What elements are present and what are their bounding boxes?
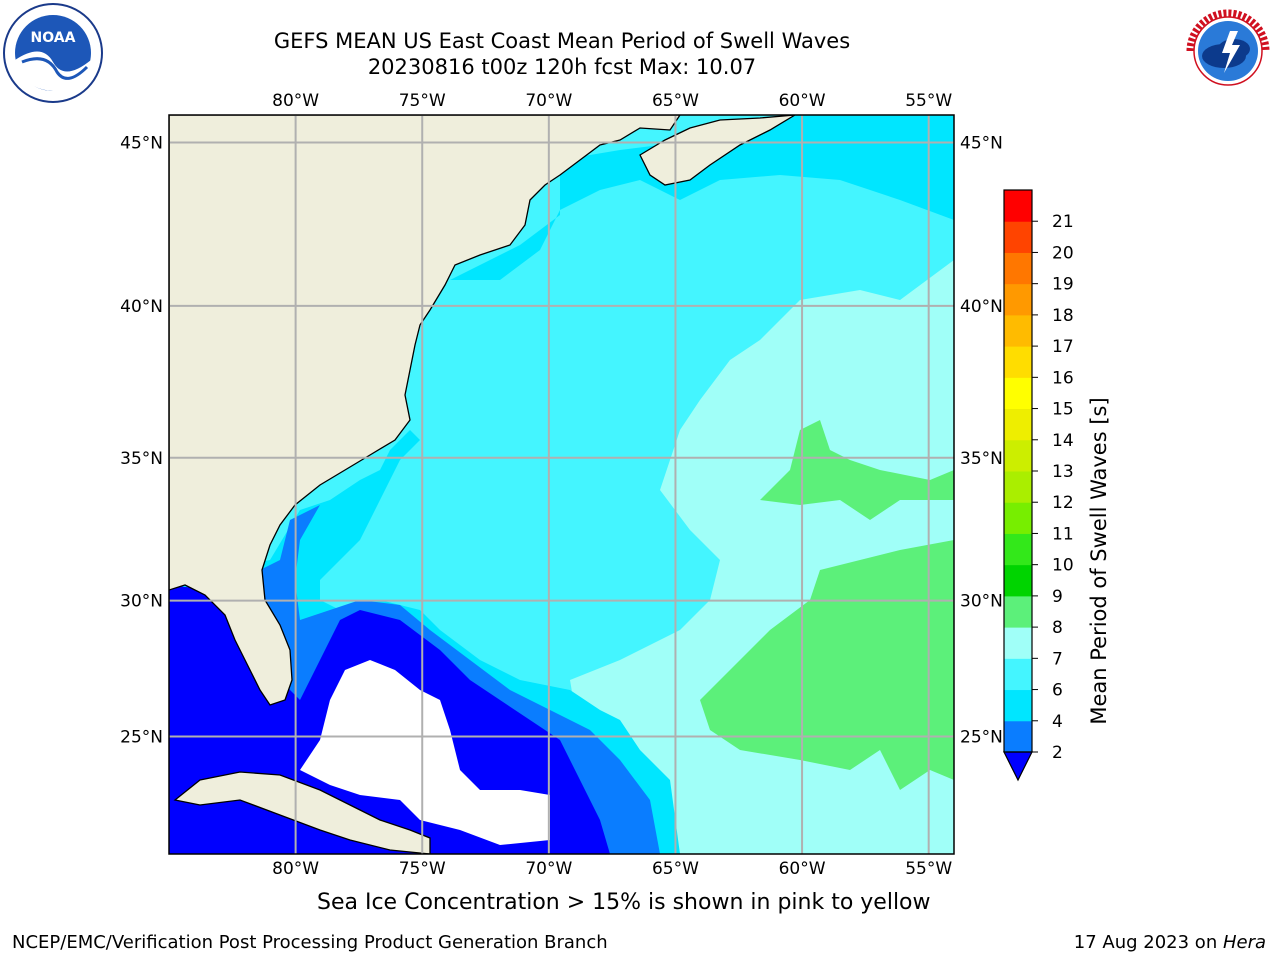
run-date-text: 17 Aug 2023 on bbox=[1073, 932, 1223, 953]
latitude-tick-label-right: 45°N bbox=[960, 133, 1003, 153]
colorbar-tick-label: 9 bbox=[1052, 587, 1063, 607]
colorbar-bin bbox=[1004, 502, 1032, 534]
colorbar: 2 4 6 7 8 9 10 11 12 13 14 15 16 17 18 19 20 21 Mean Perio… bbox=[1003, 189, 1111, 782]
colorbar-tick-label: 19 bbox=[1052, 275, 1074, 295]
latitude-tick-label-left: 25°N bbox=[120, 727, 163, 747]
longitude-tick-label: 65°W bbox=[652, 91, 699, 111]
sea-ice-note: Sea Ice Concentration > 15% is shown in … bbox=[317, 890, 931, 915]
colorbar-tick-label: 2 bbox=[1052, 743, 1063, 763]
colorbar-bin bbox=[1004, 627, 1032, 659]
colorbar-bin bbox=[1004, 252, 1032, 285]
longitude-tick-label: 55°W bbox=[905, 859, 952, 879]
colorbar-bin bbox=[1004, 658, 1032, 691]
colorbar-bin bbox=[1004, 564, 1032, 597]
latitude-tick-label-right: 40°N bbox=[960, 297, 1003, 317]
longitude-tick-label: 65°W bbox=[652, 859, 699, 879]
longitude-tick-label: 55°W bbox=[905, 91, 952, 111]
longitude-tick-label: 70°W bbox=[525, 859, 572, 879]
colorbar-tick-label: 20 bbox=[1052, 243, 1074, 263]
producer-credit: NCEP/EMC/Verification Post Processing Pr… bbox=[12, 932, 608, 953]
graticule bbox=[169, 115, 954, 854]
island-bahamas-region bbox=[300, 660, 550, 845]
colorbar-bin bbox=[1004, 408, 1032, 441]
colorbar-bin bbox=[1004, 720, 1032, 753]
colorbar-tick-label: 13 bbox=[1052, 462, 1074, 482]
latitude-tick-label-left: 30°N bbox=[120, 592, 163, 612]
longitude-tick-label: 70°W bbox=[525, 91, 572, 111]
colorbar-tick-label: 18 bbox=[1052, 306, 1074, 326]
colorbar-tick-label: 12 bbox=[1052, 493, 1074, 513]
colorbar-bin bbox=[1004, 190, 1032, 222]
map-area bbox=[169, 115, 954, 854]
latitude-tick-label-left: 45°N bbox=[120, 133, 163, 153]
run-date: 17 Aug 2023 on Hera bbox=[1074, 932, 1266, 953]
colorbar-bin bbox=[1004, 439, 1032, 472]
colorbar-bin bbox=[1004, 689, 1032, 722]
map-frame bbox=[168, 114, 955, 855]
longitude-tick-label: 80°W bbox=[272, 91, 319, 111]
longitude-tick-label: 75°W bbox=[399, 859, 446, 879]
swell-region-8-9s-central bbox=[760, 420, 954, 520]
colorbar-bin bbox=[1004, 283, 1032, 316]
chart-title: GEFS MEAN US East Coast Mean Period of S… bbox=[273, 29, 851, 53]
host-name: Hera bbox=[1222, 932, 1266, 953]
colorbar-bin bbox=[1004, 377, 1032, 410]
colorbar-tick-label: 14 bbox=[1052, 431, 1074, 451]
colorbar-label: Mean Period of Swell Waves [s] bbox=[1087, 397, 1111, 724]
colorbar-under-extension bbox=[1003, 751, 1033, 782]
colorbar-tick-label: 10 bbox=[1052, 556, 1074, 576]
colorbar-tick-label: 8 bbox=[1052, 618, 1063, 638]
noaa-logo: NOAA bbox=[3, 3, 103, 103]
longitude-tick-label: 60°W bbox=[779, 91, 826, 111]
colorbar-bin bbox=[1004, 595, 1032, 628]
chart-subtitle: 20230816 t00z 120h fcst Max: 10.07 bbox=[367, 55, 757, 79]
latitude-tick-label-left: 40°N bbox=[120, 297, 163, 317]
colorbar-tick-label: 15 bbox=[1052, 400, 1074, 420]
colorbar-bin bbox=[1004, 346, 1032, 378]
nws-logo bbox=[1180, 3, 1276, 99]
latitude-tick-label-left: 35°N bbox=[120, 449, 163, 469]
land-nova-scotia bbox=[639, 115, 796, 186]
colorbar-tick-label: 11 bbox=[1052, 524, 1074, 544]
colorbar-tick-label: 6 bbox=[1052, 681, 1063, 701]
colorbar-tick-label: 7 bbox=[1052, 649, 1063, 669]
colorbar-bin bbox=[1004, 471, 1032, 503]
latitude-tick-label-right: 35°N bbox=[960, 449, 1003, 469]
land-cuba bbox=[173, 771, 431, 854]
colorbar-tick-label: 16 bbox=[1052, 368, 1074, 388]
map-axis-labels: 80°W 80°W 75°W 75°W 70°W 70°W 65°W 65°W 60°W 60°W… bbox=[120, 91, 1003, 879]
colorbar-tick-label: 21 bbox=[1052, 212, 1074, 232]
longitude-tick-label: 60°W bbox=[779, 859, 826, 879]
colorbar-bin bbox=[1004, 221, 1032, 253]
longitude-tick-label: 75°W bbox=[399, 91, 446, 111]
colorbar-tick-label: 4 bbox=[1052, 712, 1063, 732]
swell-region-6-7s-north bbox=[450, 115, 954, 280]
longitude-tick-label: 80°W bbox=[272, 859, 319, 879]
latitude-tick-label-right: 25°N bbox=[960, 727, 1003, 747]
colorbar-tick-label: 17 bbox=[1052, 337, 1074, 357]
colorbar-bin bbox=[1004, 314, 1032, 347]
noaa-logo-text: NOAA bbox=[31, 30, 76, 46]
colorbar-bin bbox=[1004, 533, 1032, 566]
land-us-east-coast bbox=[169, 115, 681, 706]
latitude-tick-label-right: 30°N bbox=[960, 592, 1003, 612]
swell-region-8-9s-southeast bbox=[700, 540, 954, 790]
